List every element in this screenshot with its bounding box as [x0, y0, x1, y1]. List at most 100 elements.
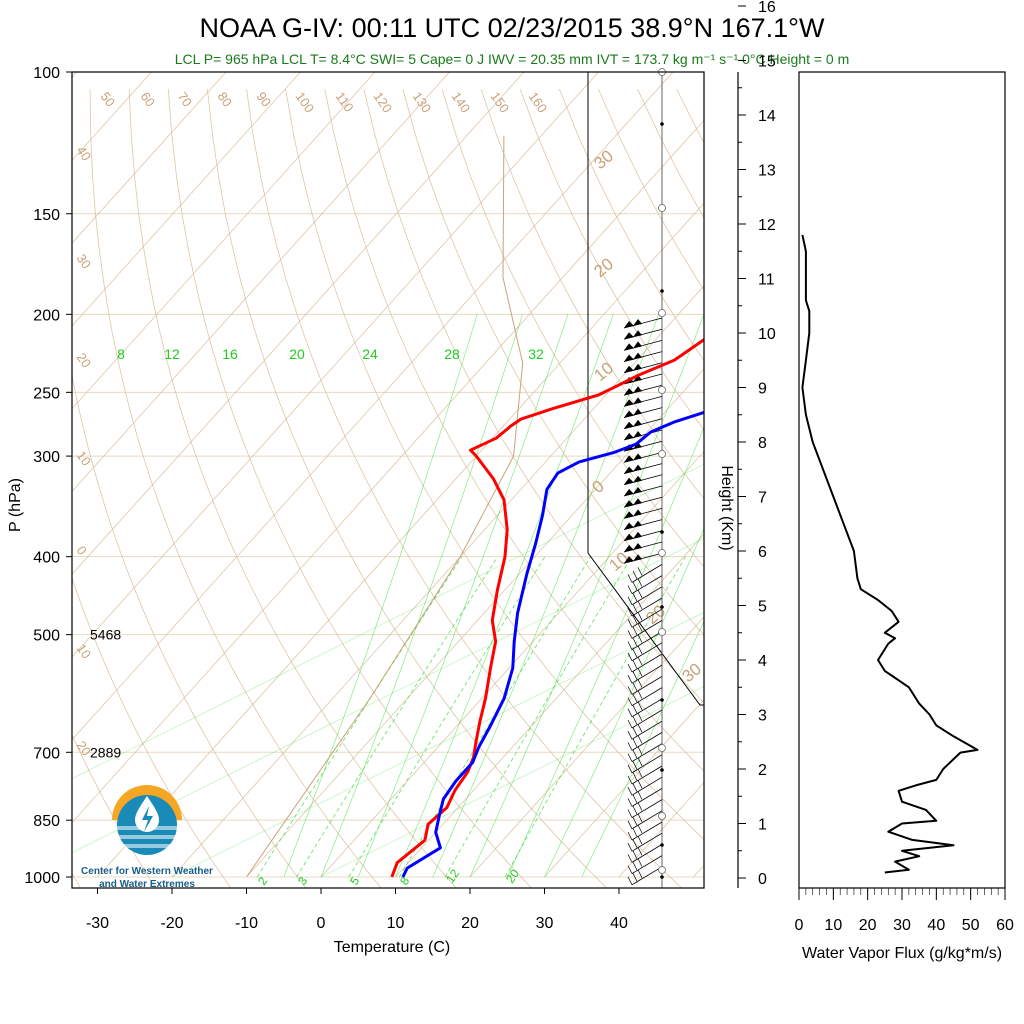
- wind-barb-flag: [633, 543, 642, 550]
- wind-barb-feather: [627, 697, 633, 706]
- temperature-tick-label: -20: [160, 915, 183, 932]
- wind-barb-staff: [631, 664, 663, 684]
- wind-barb-flag: [624, 533, 634, 541]
- wind-barb-feather: [637, 612, 643, 621]
- wind-barb-staff: [631, 765, 663, 785]
- wind-barb-feather: [632, 637, 638, 647]
- wind-barb-flag: [633, 386, 642, 394]
- mixing-ratio-line: [444, 556, 632, 878]
- height-tick-label: 12: [758, 217, 776, 234]
- wind-barb-staff: [631, 676, 663, 695]
- wind-staff-dot: [660, 698, 664, 702]
- logo-line-1: Center for Western Weather: [81, 866, 213, 877]
- mixing-ratio-label: 20: [289, 346, 305, 362]
- wind-barb-feather: [627, 652, 633, 661]
- isotherm-label: 0: [74, 543, 90, 558]
- skewt-frame: [71, 71, 705, 889]
- wind-barb-feather: [627, 686, 633, 695]
- wind-barb-flag: [633, 319, 642, 326]
- wind-barb-feather: [632, 570, 638, 580]
- wind-barb-feather: [637, 679, 643, 688]
- mixing-ratio-bottom-label: 3: [295, 874, 310, 888]
- wind-staff-dot: [660, 875, 664, 879]
- wind-barb-staff: [631, 855, 663, 874]
- wind-barb-feather: [632, 861, 638, 871]
- flux-axis-label: Water Vapor Flux (g/kg*m/s): [802, 945, 1002, 962]
- wind-barb-feather: [632, 839, 638, 848]
- wind-barb-feather: [632, 604, 638, 613]
- adiabat-label: 110: [333, 89, 357, 115]
- wind-barb-feather: [632, 817, 638, 826]
- isotherm-label: 10: [74, 448, 95, 468]
- wind-barb-staff: [631, 642, 663, 662]
- wind-barb-staff: [631, 653, 663, 673]
- height-tick-label: 16: [758, 0, 776, 16]
- wind-barb-staff: [631, 597, 663, 617]
- wind-barb-feather: [632, 705, 638, 714]
- height-tick-label: 10: [758, 326, 776, 343]
- mixing-ratio-bottom-label: 2: [255, 874, 270, 888]
- wind-barb-feather: [632, 761, 638, 770]
- flux-tick-label: 0: [795, 917, 804, 934]
- wind-staff-circle: [658, 386, 666, 394]
- wind-barb-feather: [627, 775, 633, 785]
- isotherm-line: [395, 533, 704, 878]
- wind-barb-staff: [631, 799, 663, 818]
- dry-adiabat: [480, 88, 704, 500]
- wind-barb-flag: [633, 531, 642, 539]
- height-tick-label: 7: [758, 490, 767, 507]
- wind-barb-feather: [632, 682, 638, 692]
- wind-barb-feather: [637, 791, 643, 800]
- wind-barb-staff: [631, 866, 663, 886]
- dry-adiabat: [519, 88, 704, 431]
- height-tick-label: 13: [758, 163, 776, 180]
- mixing-ratio-bottom-label: 20: [503, 866, 522, 885]
- wind-barb-feather: [627, 630, 633, 639]
- wind-barb-flag: [633, 487, 642, 494]
- dry-adiabat: [285, 89, 704, 841]
- isotherm-line: [320, 450, 704, 878]
- height-tick-label: 4: [758, 653, 767, 670]
- wind-barb-flag: [624, 388, 634, 396]
- wind-barb-staff: [631, 631, 663, 650]
- wind-barb-flag: [633, 520, 642, 528]
- mixing-ratio-label: 24: [362, 346, 378, 362]
- wind-barb-feather: [627, 787, 633, 796]
- moist-adiabat: [395, 314, 614, 878]
- temperature-tick-label: 20: [461, 915, 479, 932]
- wind-barb-staff: [631, 720, 663, 740]
- dry-adiabat: [363, 89, 704, 704]
- adiabat-label: 80: [215, 89, 236, 109]
- wind-barb-feather: [637, 645, 643, 654]
- moist-adiabat: [283, 314, 478, 878]
- wind-barb-feather: [637, 701, 643, 710]
- wind-barb-feather: [637, 847, 643, 856]
- moist-adiabat: [581, 620, 704, 878]
- wind-barb-flag: [624, 545, 634, 552]
- wind-barb-feather: [627, 663, 633, 673]
- dry-adiabat: [755, 89, 1024, 894]
- isotherm-line: [544, 699, 704, 878]
- flux-tick-label: 20: [859, 917, 877, 934]
- wind-barb-feather: [627, 596, 633, 605]
- mixing-ratio-line: [348, 556, 546, 878]
- wind-barb-flag: [633, 330, 642, 338]
- dry-adiabat: [324, 89, 704, 772]
- height-tick-label: 5: [758, 599, 767, 616]
- mixing-ratio-line: [296, 556, 499, 878]
- wind-barb-feather: [637, 567, 643, 576]
- theta-e-line: [320, 686, 704, 878]
- isotherm-right-label: 10: [590, 358, 617, 385]
- wind-barb-feather: [627, 574, 633, 583]
- wind-barb-feather: [637, 690, 643, 699]
- flux-tick-label: 10: [824, 917, 842, 934]
- mixing-ratio-label: 16: [222, 346, 238, 362]
- wind-barb-feather: [632, 649, 638, 658]
- wind-barb-feather: [627, 619, 633, 628]
- wind-staff-dot: [660, 530, 664, 534]
- pressure-tick-label: 1000: [24, 870, 60, 887]
- isotherm-line: [72, 72, 674, 741]
- wind-barb-feather: [637, 634, 643, 643]
- wind-barb-staff: [631, 709, 663, 729]
- dry-adiabat: [128, 89, 457, 888]
